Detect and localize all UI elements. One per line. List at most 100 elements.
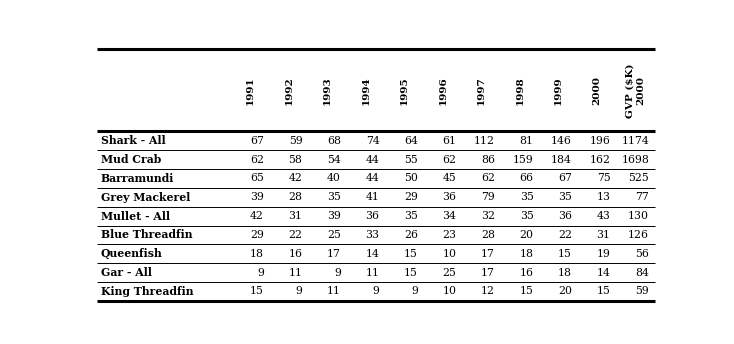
Text: 11: 11 bbox=[327, 287, 341, 297]
Text: 1999: 1999 bbox=[554, 76, 563, 105]
Text: 35: 35 bbox=[327, 192, 341, 202]
Text: 18: 18 bbox=[558, 268, 572, 278]
Text: 23: 23 bbox=[443, 230, 457, 240]
Text: 55: 55 bbox=[404, 154, 418, 164]
Text: 25: 25 bbox=[327, 230, 341, 240]
Text: 22: 22 bbox=[288, 230, 302, 240]
Text: 14: 14 bbox=[597, 268, 611, 278]
Text: 84: 84 bbox=[635, 268, 649, 278]
Text: Gar - All: Gar - All bbox=[101, 267, 152, 278]
Text: 35: 35 bbox=[404, 211, 418, 221]
Text: 31: 31 bbox=[288, 211, 302, 221]
Text: 1993: 1993 bbox=[323, 76, 332, 105]
Text: 525: 525 bbox=[628, 173, 649, 183]
Text: 16: 16 bbox=[288, 249, 302, 259]
Text: 9: 9 bbox=[334, 268, 341, 278]
Text: 36: 36 bbox=[366, 211, 379, 221]
Text: Grey Mackerel: Grey Mackerel bbox=[101, 192, 190, 203]
Text: 11: 11 bbox=[366, 268, 379, 278]
Text: 1174: 1174 bbox=[622, 136, 649, 146]
Text: 130: 130 bbox=[628, 211, 649, 221]
Text: 15: 15 bbox=[520, 287, 534, 297]
Text: 26: 26 bbox=[404, 230, 418, 240]
Text: 15: 15 bbox=[404, 249, 418, 259]
Text: 1997: 1997 bbox=[477, 76, 486, 105]
Text: GVP ($K)
2000: GVP ($K) 2000 bbox=[626, 63, 645, 118]
Text: 58: 58 bbox=[288, 154, 302, 164]
Text: 42: 42 bbox=[250, 211, 264, 221]
Text: 126: 126 bbox=[628, 230, 649, 240]
Text: 79: 79 bbox=[482, 192, 495, 202]
Text: 32: 32 bbox=[481, 211, 495, 221]
Text: 29: 29 bbox=[404, 192, 418, 202]
Text: 68: 68 bbox=[327, 136, 341, 146]
Text: 45: 45 bbox=[443, 173, 457, 183]
Text: Mud Crab: Mud Crab bbox=[101, 154, 161, 165]
Text: 17: 17 bbox=[327, 249, 341, 259]
Text: 12: 12 bbox=[481, 287, 495, 297]
Text: 146: 146 bbox=[551, 136, 572, 146]
Text: 42: 42 bbox=[288, 173, 302, 183]
Text: 31: 31 bbox=[597, 230, 611, 240]
Text: 1698: 1698 bbox=[621, 154, 649, 164]
Text: 20: 20 bbox=[520, 230, 534, 240]
Text: 36: 36 bbox=[443, 192, 457, 202]
Text: Shark - All: Shark - All bbox=[101, 135, 166, 146]
Text: 86: 86 bbox=[481, 154, 495, 164]
Text: 15: 15 bbox=[558, 249, 572, 259]
Text: 77: 77 bbox=[636, 192, 649, 202]
Text: 2000: 2000 bbox=[592, 76, 602, 105]
Text: 35: 35 bbox=[520, 192, 534, 202]
Text: 14: 14 bbox=[366, 249, 379, 259]
Text: 18: 18 bbox=[520, 249, 534, 259]
Text: 17: 17 bbox=[482, 268, 495, 278]
Text: 19: 19 bbox=[597, 249, 611, 259]
Text: 75: 75 bbox=[597, 173, 611, 183]
Text: 62: 62 bbox=[443, 154, 457, 164]
Text: 64: 64 bbox=[404, 136, 418, 146]
Text: 11: 11 bbox=[288, 268, 302, 278]
Text: 59: 59 bbox=[636, 287, 649, 297]
Text: Barramundi: Barramundi bbox=[101, 173, 174, 184]
Text: Blue Threadfin: Blue Threadfin bbox=[101, 229, 192, 240]
Text: 10: 10 bbox=[443, 287, 457, 297]
Text: 184: 184 bbox=[551, 154, 572, 164]
Text: 25: 25 bbox=[443, 268, 457, 278]
Text: 9: 9 bbox=[257, 268, 264, 278]
Text: 112: 112 bbox=[474, 136, 495, 146]
Text: Queenfish: Queenfish bbox=[101, 248, 163, 259]
Text: 44: 44 bbox=[366, 154, 379, 164]
Text: 34: 34 bbox=[443, 211, 457, 221]
Text: 40: 40 bbox=[327, 173, 341, 183]
Text: 35: 35 bbox=[520, 211, 534, 221]
Text: King Threadfin: King Threadfin bbox=[101, 286, 193, 297]
Text: 54: 54 bbox=[327, 154, 341, 164]
Text: 18: 18 bbox=[250, 249, 264, 259]
Text: 36: 36 bbox=[558, 211, 572, 221]
Text: 74: 74 bbox=[366, 136, 379, 146]
Text: 43: 43 bbox=[597, 211, 611, 221]
Text: 44: 44 bbox=[366, 173, 379, 183]
Text: 9: 9 bbox=[411, 287, 418, 297]
Text: 61: 61 bbox=[443, 136, 457, 146]
Text: 39: 39 bbox=[250, 192, 264, 202]
Text: 15: 15 bbox=[250, 287, 264, 297]
Text: 16: 16 bbox=[520, 268, 534, 278]
Text: 22: 22 bbox=[558, 230, 572, 240]
Text: 67: 67 bbox=[250, 136, 264, 146]
Text: 81: 81 bbox=[520, 136, 534, 146]
Text: 9: 9 bbox=[296, 287, 302, 297]
Text: 20: 20 bbox=[558, 287, 572, 297]
Text: 1995: 1995 bbox=[400, 76, 409, 105]
Text: 66: 66 bbox=[520, 173, 534, 183]
Text: 1994: 1994 bbox=[361, 76, 371, 105]
Text: 65: 65 bbox=[250, 173, 264, 183]
Text: 15: 15 bbox=[404, 268, 418, 278]
Text: 62: 62 bbox=[250, 154, 264, 164]
Text: 29: 29 bbox=[250, 230, 264, 240]
Text: 162: 162 bbox=[589, 154, 611, 164]
Text: 50: 50 bbox=[404, 173, 418, 183]
Text: 15: 15 bbox=[597, 287, 611, 297]
Text: 10: 10 bbox=[443, 249, 457, 259]
Text: 9: 9 bbox=[373, 287, 379, 297]
